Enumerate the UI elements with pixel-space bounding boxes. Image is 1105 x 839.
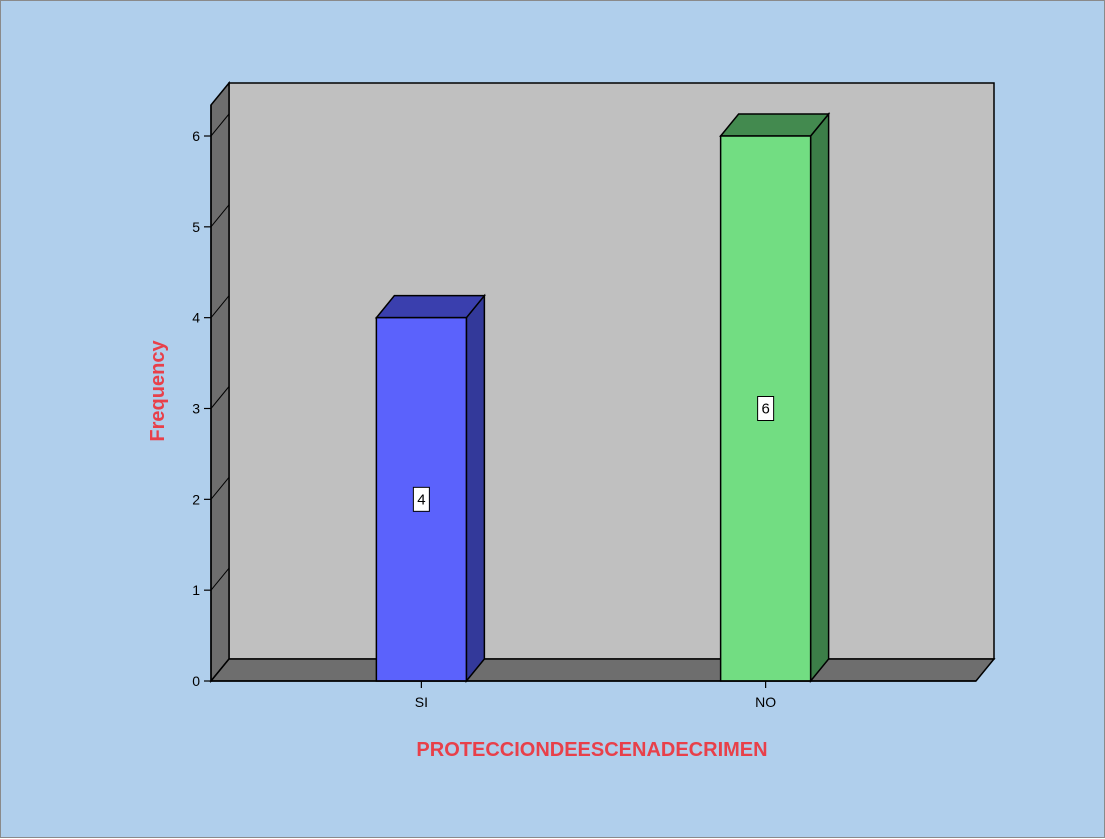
- bar-si: 4: [374, 293, 486, 684]
- bar-side: [465, 293, 486, 684]
- y-tick-label: 2: [192, 491, 200, 507]
- y-axis: 0 1 2 3 4 5 6: [192, 105, 230, 689]
- bar-side: [809, 111, 830, 684]
- x-axis-title: PROTECCIONDEESCENADECRIMEN: [416, 739, 767, 761]
- data-label-box: [757, 396, 775, 421]
- y-tick-diagonal: [210, 204, 230, 228]
- data-label: 6: [761, 401, 769, 418]
- x-tick-label: SI: [415, 694, 428, 710]
- y-tick-diagonal: [210, 113, 230, 137]
- y-tick-diagonal: [210, 567, 230, 591]
- floor: [209, 658, 996, 682]
- side-wall: [210, 80, 230, 684]
- bar-top: [719, 113, 831, 137]
- y-tick-diagonal: [210, 386, 230, 409]
- y-tick-label: 4: [192, 310, 200, 326]
- y-tick-label: 5: [192, 219, 200, 235]
- bar-no: 6: [719, 111, 831, 684]
- y-tick-label: 1: [192, 582, 200, 598]
- back-wall: [228, 82, 995, 660]
- plot-walls: [209, 80, 996, 684]
- y-tick-label: 0: [192, 673, 200, 689]
- x-axis: SI NO: [211, 680, 976, 710]
- data-label-box: [412, 486, 430, 512]
- bar-top: [374, 294, 486, 319]
- y-tick-diagonal: [210, 658, 230, 682]
- x-tick-label: NO: [755, 694, 776, 710]
- y-tick-label: 6: [192, 128, 200, 144]
- y-tick-diagonal: [210, 295, 230, 318]
- bars: 46: [374, 111, 831, 684]
- y-axis-title: Frequency: [147, 340, 169, 442]
- y-tick-label: 3: [192, 401, 200, 417]
- data-label: 4: [417, 491, 425, 508]
- y-tick-diagonal: [210, 477, 230, 500]
